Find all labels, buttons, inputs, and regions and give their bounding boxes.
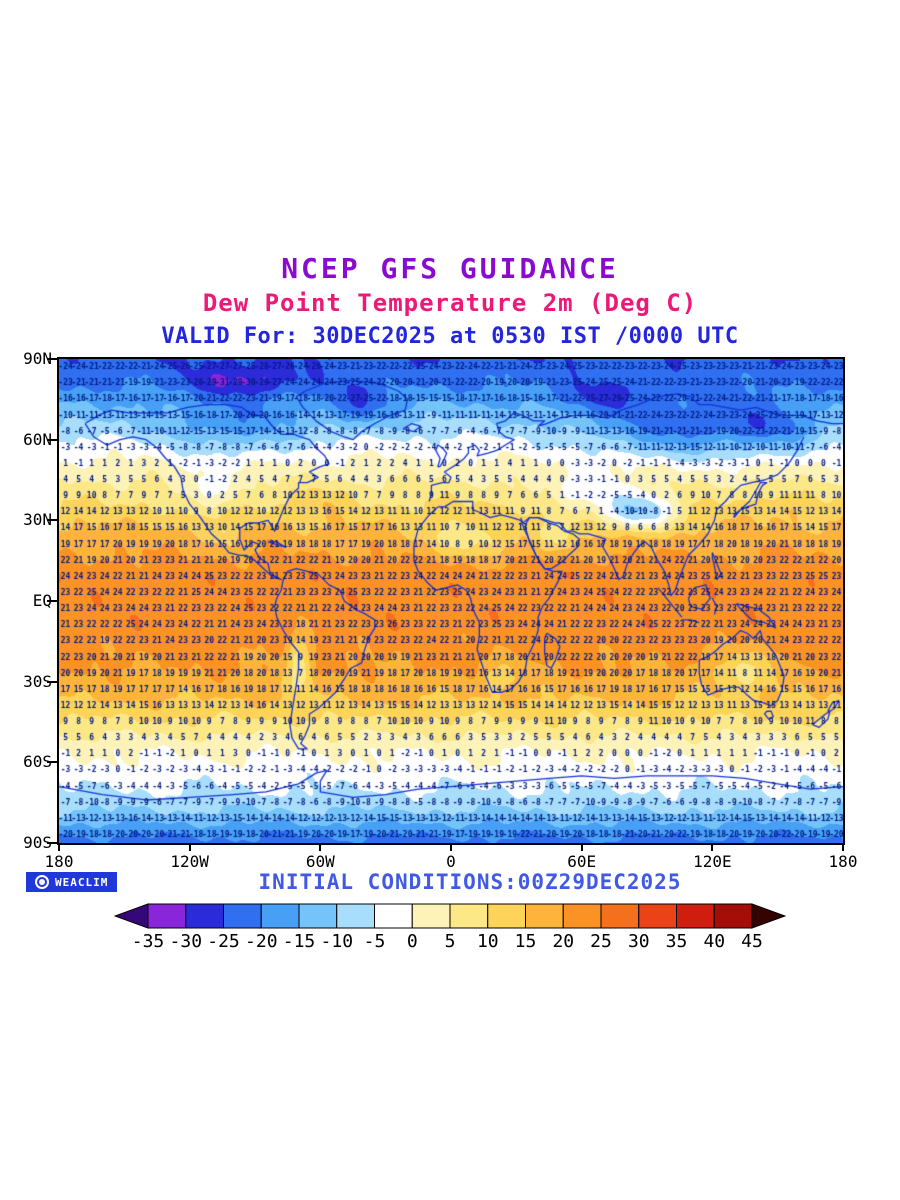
longitude-axis-label: 120W — [170, 852, 209, 871]
colorbar-segment — [638, 903, 677, 929]
colorbar-tick-label: 35 — [665, 931, 688, 952]
colorbar-segment — [562, 903, 602, 929]
colorbar-tick-label: -10 — [320, 931, 354, 952]
latitude-axis-tick — [47, 438, 57, 441]
colorbar-segment — [185, 903, 224, 929]
colorbar-tick-label: -30 — [169, 931, 203, 952]
latitude-axis-label: 90S — [23, 833, 52, 852]
colorbar-segment — [449, 903, 489, 929]
colorbar-below-min-arrow — [113, 903, 149, 929]
weaclim-badge: WEACLIM — [26, 872, 118, 892]
colorbar-tick-label: 30 — [627, 931, 650, 952]
colorbar-tick-label: 20 — [552, 931, 575, 952]
longitude-axis-label: 60E — [567, 852, 597, 871]
colorbar-tick-label: 10 — [476, 931, 499, 952]
latitude-axis-tick — [47, 680, 57, 683]
weaclim-label: WEACLIM — [55, 875, 109, 889]
longitude-axis-label: 60W — [305, 852, 335, 871]
page-title: NCEP GFS GUIDANCE — [281, 252, 619, 285]
colorbar-segment — [600, 903, 640, 929]
longitude-axis-label: 180 — [828, 852, 858, 871]
colorbar-tick-label: 45 — [741, 931, 763, 952]
colorbar-segment — [298, 903, 338, 929]
colorbar-segment — [676, 903, 715, 929]
latitude-axis-label: 30N — [23, 510, 52, 530]
colorbar — [113, 903, 787, 929]
colorbar-segment — [713, 903, 753, 929]
colorbar-segment — [223, 903, 262, 929]
colorbar-tick-label: 5 — [444, 931, 456, 952]
latitude-axis-tick — [47, 519, 57, 522]
valid-time-label: VALID For: 30DEC2025 at 0530 IST /0000 U… — [161, 324, 739, 349]
initial-conditions-label: INITIAL CONDITIONS:00Z29DEC2025 — [258, 870, 682, 894]
colorbar-tick-label: 25 — [590, 931, 612, 952]
colorbar-tick-label: -25 — [207, 931, 240, 952]
latitude-axis-label: 60N — [23, 429, 52, 449]
weaclim-logo-icon — [35, 875, 49, 889]
chart-subtitle: Dew Point Temperature 2m (Deg C) — [202, 289, 698, 317]
latitude-axis-label: 30S — [23, 671, 52, 691]
latitude-axis-label: EQ — [32, 591, 52, 610]
colorbar-labels: -35 -30 -25 -20 -15 -10 -5 0 5 10 15 20 25 30 35 40 45 — [114, 931, 786, 953]
colorbar-segment — [411, 903, 451, 929]
colorbar-svg — [113, 903, 787, 929]
colorbar-tick-label: -20 — [245, 931, 278, 952]
colorbar-above-max-arrow — [751, 903, 787, 929]
latitude-axis-tick — [47, 358, 57, 360]
colorbar-segment — [374, 903, 413, 929]
colorbar-tick-label: 15 — [514, 931, 537, 952]
colorbar-segment — [336, 903, 375, 929]
colorbar-segment — [147, 903, 187, 929]
colorbar-segment — [525, 903, 564, 929]
colorbar-tick-label: -15 — [282, 931, 316, 952]
longitude-axis-label: 180 — [44, 852, 74, 871]
latitude-axis-label: 90N — [23, 349, 52, 368]
colorbar-tick-label: 40 — [703, 931, 726, 952]
longitude-axis-label: 0 — [446, 852, 456, 871]
latitude-axis-tick — [47, 761, 57, 764]
world-dewpoint-map-canvas — [59, 359, 843, 843]
map-frame — [57, 357, 845, 845]
colorbar-tick-label: -5 — [363, 931, 386, 952]
colorbar-tick-label: -35 — [131, 931, 165, 952]
latitude-axis-tick — [47, 842, 57, 844]
longitude-axis-label: 120E — [693, 852, 732, 871]
latitude-axis-tick — [47, 600, 57, 602]
colorbar-segment — [260, 903, 300, 929]
latitude-axis-label: 60S — [23, 752, 52, 772]
colorbar-tick-label: 0 — [406, 931, 418, 952]
colorbar-segment — [487, 903, 526, 929]
